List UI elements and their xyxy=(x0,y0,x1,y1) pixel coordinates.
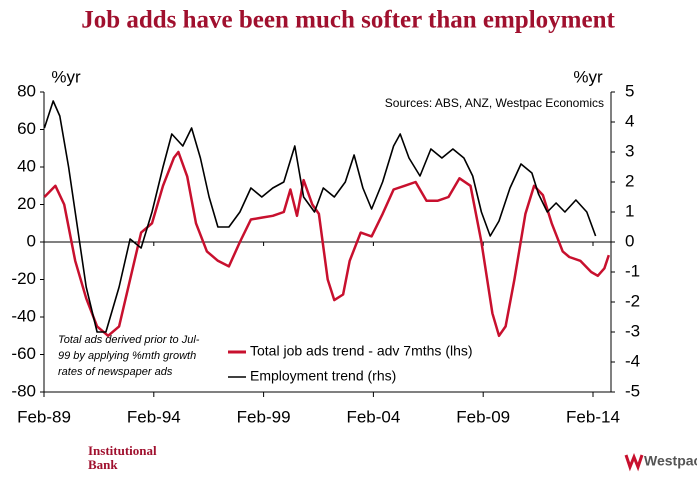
note-line: 99 by applying %mth growth xyxy=(58,350,196,362)
legend-label: Total job ads trend - adv 7mths (lhs) xyxy=(250,343,473,359)
chart-title: Job adds have been much softer than empl… xyxy=(81,7,615,34)
y-tick-label: -20 xyxy=(11,269,36,288)
y-tick-label: -60 xyxy=(11,344,36,363)
y-axis-label: %yr xyxy=(51,67,81,86)
note-line: rates of newspaper ads xyxy=(58,366,173,378)
y2-tick-label: 2 xyxy=(625,171,634,190)
x-tick-label: Feb-89 xyxy=(17,407,71,426)
y2-tick-label: 1 xyxy=(625,201,634,220)
y2-tick-label: -1 xyxy=(625,261,640,280)
y-tick-label: 40 xyxy=(17,156,36,175)
y2-tick-label: -2 xyxy=(625,291,640,310)
y-tick-label: -80 xyxy=(11,381,36,400)
y-tick-label: -40 xyxy=(11,306,36,325)
x-tick-label: Feb-04 xyxy=(346,407,400,426)
x-tick-label: Feb-09 xyxy=(456,407,510,426)
series-line xyxy=(43,100,597,333)
x-tick-label: Feb-94 xyxy=(127,407,181,426)
brand: Institutional xyxy=(88,443,157,458)
y2-axis-label: %yr xyxy=(573,67,603,86)
y-tick-label: 80 xyxy=(17,81,36,100)
x-tick-label: Feb-14 xyxy=(566,407,620,426)
brand-westpac: Westpac xyxy=(644,453,697,469)
y2-tick-label: -5 xyxy=(625,381,640,400)
logo-mark xyxy=(624,452,644,472)
y2-tick-label: 4 xyxy=(625,111,634,130)
x-tick-label: Feb-99 xyxy=(237,407,291,426)
y2-tick-label: 0 xyxy=(625,231,634,250)
legend-label: Employment trend (rhs) xyxy=(250,368,396,384)
y2-tick-label: -3 xyxy=(625,321,640,340)
note-line: Total ads derived prior to Jul- xyxy=(58,334,200,346)
brand: Bank xyxy=(88,457,118,472)
y-tick-label: 0 xyxy=(27,231,36,250)
y-tick-label: 20 xyxy=(17,194,36,213)
y2-tick-label: 3 xyxy=(625,141,634,160)
y2-tick-label: -4 xyxy=(625,351,640,370)
sources: Sources: ABS, ANZ, Westpac Economics xyxy=(385,96,604,110)
y-tick-label: 60 xyxy=(17,119,36,138)
y2-tick-label: 5 xyxy=(625,81,634,100)
series-line xyxy=(43,150,610,338)
